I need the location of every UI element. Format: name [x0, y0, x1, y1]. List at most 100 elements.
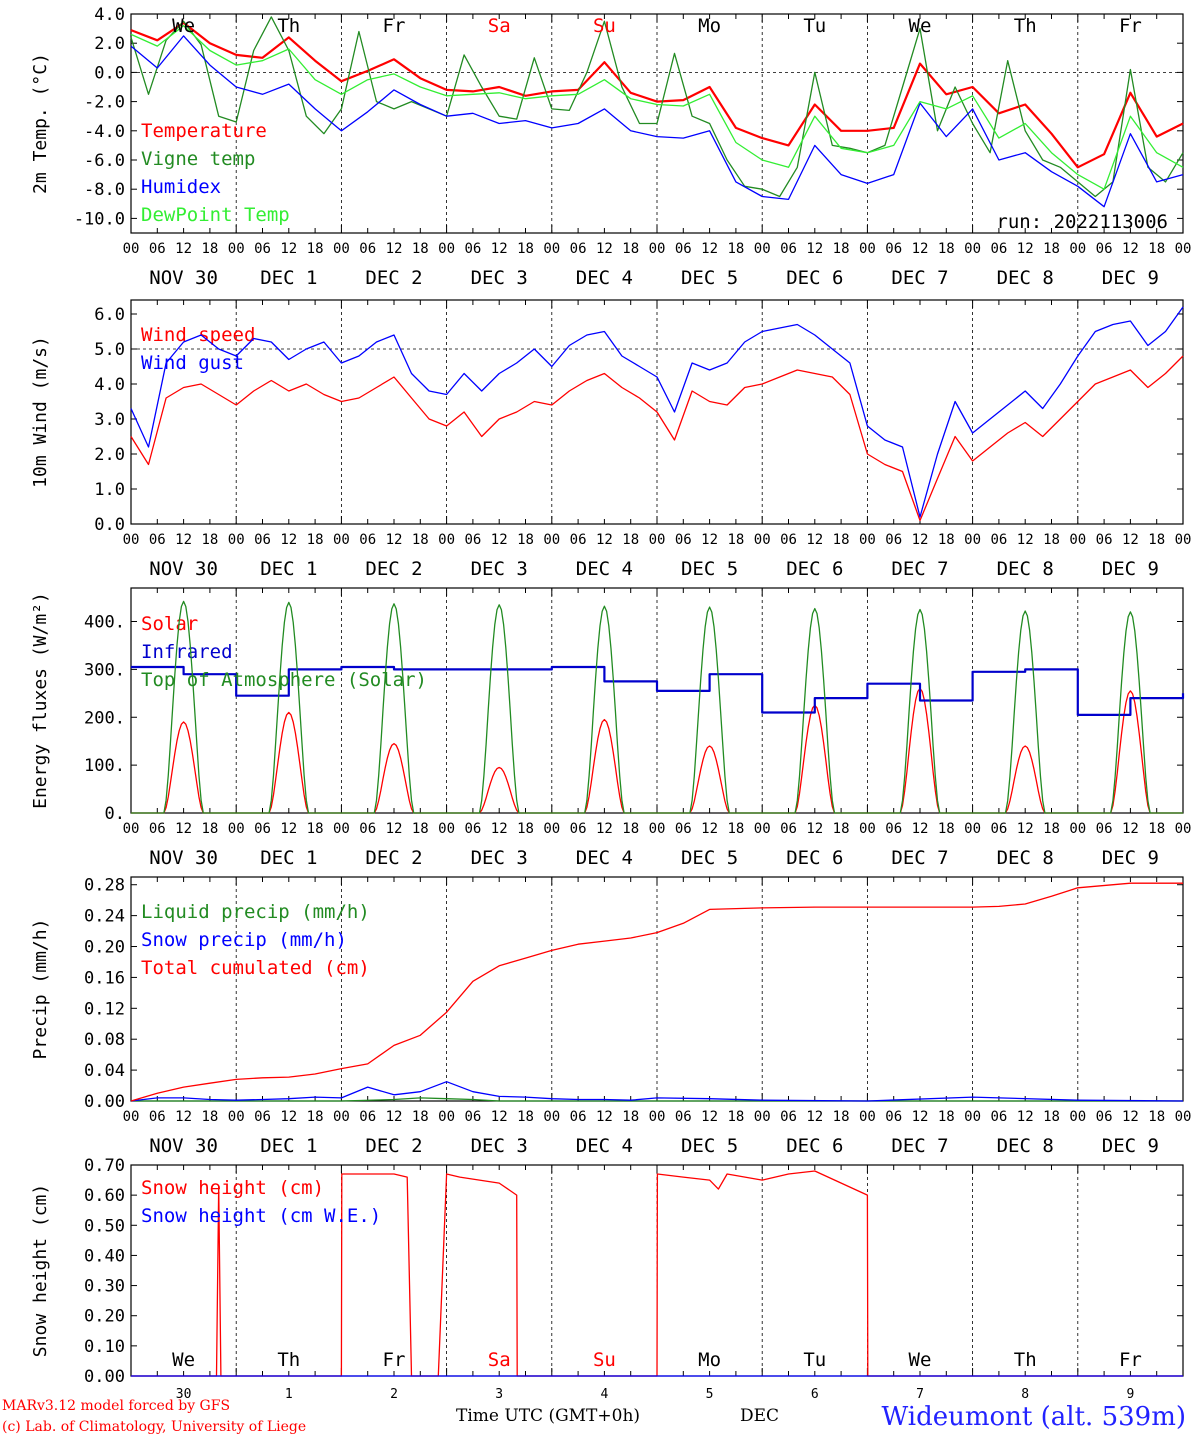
hour-tick-label: 00: [964, 532, 981, 548]
hour-tick-label: 06: [570, 821, 587, 837]
hour-tick-label: 06: [780, 532, 797, 548]
hour-tick-label: 00: [649, 241, 666, 257]
hour-tick-label: 06: [254, 532, 271, 548]
hour-tick-label: 18: [938, 821, 955, 837]
hour-tick-label: 18: [412, 1109, 429, 1125]
y-axis-label: Snow height (cm): [30, 1184, 51, 1357]
hour-tick-label: 12: [912, 532, 929, 548]
hour-tick-label: 18: [938, 1109, 955, 1125]
legend-entry: Top of Atmosphere (Solar): [141, 669, 427, 691]
day-label: DEC 8: [997, 1135, 1054, 1157]
hour-tick-label: 18: [833, 821, 850, 837]
site-label: Wideumont (alt. 539m): [881, 1402, 1186, 1432]
hour-tick-label: 06: [359, 532, 376, 548]
hour-tick-label: 00: [964, 1109, 981, 1125]
y-tick-label: 4.0: [94, 375, 125, 395]
hour-tick-label: 00: [754, 241, 771, 257]
weekday-label-bottom: Sa: [488, 1349, 511, 1371]
y-tick-label: 0.00: [84, 1367, 125, 1387]
hour-tick-label: 06: [1096, 241, 1113, 257]
legend-entry: Wind gust: [141, 352, 244, 374]
y-tick-label: -2.0: [84, 93, 125, 113]
hour-tick-label: 06: [254, 241, 271, 257]
legend-entry: Snow height (cm W.E.): [141, 1205, 381, 1227]
day-label: DEC 7: [891, 847, 948, 869]
hour-tick-label: 00: [1069, 821, 1086, 837]
lab-credit: (c) Lab. of Climatology, University of L…: [2, 1419, 307, 1435]
hour-tick-label: 00: [859, 532, 876, 548]
hour-tick-label: 18: [622, 821, 639, 837]
series-line: [131, 600, 1183, 814]
hour-tick-label: 18: [938, 532, 955, 548]
weekday-label-bottom: Th: [277, 1349, 300, 1371]
day-label: DEC 4: [576, 558, 633, 580]
hour-tick-label: 18: [622, 241, 639, 257]
hour-tick-label: 00: [333, 821, 350, 837]
hour-tick-label: 12: [806, 1109, 823, 1125]
hour-tick-label: 18: [1148, 821, 1165, 837]
series-line: [131, 665, 1185, 716]
hour-tick-label: 00: [123, 241, 140, 257]
hour-tick-label: 12: [280, 532, 297, 548]
hour-tick-label: 06: [780, 241, 797, 257]
hour-tick-label: 00: [649, 532, 666, 548]
weekday-label-bottom: Tu: [803, 1349, 826, 1371]
hour-tick-label: 06: [675, 532, 692, 548]
hour-tick-label: 06: [570, 532, 587, 548]
y-tick-label: 100.: [84, 756, 125, 776]
hour-tick-label: 12: [1017, 1109, 1034, 1125]
weekday-label-top: Sa: [488, 15, 511, 37]
y-tick-label: 0.60: [84, 1186, 125, 1206]
hour-tick-label: 06: [675, 821, 692, 837]
y-tick-label: 0.08: [84, 1030, 125, 1050]
hour-tick-label: 12: [1122, 241, 1139, 257]
y-tick-label: -8.0: [84, 180, 125, 200]
day-label: DEC 5: [681, 847, 738, 869]
hour-tick-label: 00: [438, 821, 455, 837]
bottom-day-number: 5: [706, 1387, 714, 1402]
weekday-label-bottom: Mo: [698, 1349, 721, 1371]
hour-tick-label: 06: [570, 241, 587, 257]
day-label: DEC 5: [681, 267, 738, 289]
hour-tick-label: 12: [701, 1109, 718, 1125]
legend-entry: Snow height (cm): [141, 1177, 324, 1199]
day-label: DEC 7: [891, 558, 948, 580]
weekday-label-bottom: Fr: [1119, 1349, 1142, 1371]
hour-tick-label: 06: [885, 241, 902, 257]
weekday-label-top: We: [172, 15, 195, 37]
hour-tick-label: 12: [1017, 821, 1034, 837]
series-line: [130, 25, 1184, 190]
hour-tick-label: 18: [517, 821, 534, 837]
y-tick-label: 0.24: [84, 907, 125, 927]
hour-tick-label: 12: [280, 241, 297, 257]
hour-tick-label: 06: [990, 1109, 1007, 1125]
hour-tick-label: 00: [543, 532, 560, 548]
day-label: DEC 8: [997, 267, 1054, 289]
day-label: DEC 1: [260, 558, 317, 580]
bottom-day-number: 6: [811, 1387, 819, 1402]
hour-tick-label: 06: [359, 821, 376, 837]
hour-tick-label: 06: [464, 1109, 481, 1125]
hour-tick-label: 18: [517, 1109, 534, 1125]
y-tick-label: 0.28: [84, 876, 125, 896]
hour-tick-label: 06: [149, 532, 166, 548]
hour-tick-label: 18: [201, 532, 218, 548]
y-tick-label: 0.12: [84, 999, 125, 1019]
day-label: DEC 9: [1102, 847, 1159, 869]
model-credit: MARv3.12 model forced by GFS: [2, 1398, 231, 1414]
legend-entry: DewPoint Temp: [141, 204, 290, 226]
hour-tick-label: 00: [859, 821, 876, 837]
hour-tick-label: 18: [307, 532, 324, 548]
hour-tick-label: 12: [386, 532, 403, 548]
hour-tick-label: 00: [438, 1109, 455, 1125]
day-label: DEC 3: [471, 267, 528, 289]
hour-tick-label: 12: [175, 532, 192, 548]
hour-tick-label: 06: [675, 1109, 692, 1125]
hour-tick-label: 00: [859, 1109, 876, 1125]
day-label: DEC 5: [681, 558, 738, 580]
hour-tick-label: 12: [701, 241, 718, 257]
hour-tick-label: 06: [990, 241, 1007, 257]
hour-tick-label: 12: [175, 241, 192, 257]
hour-tick-label: 12: [806, 532, 823, 548]
y-tick-label: 0.16: [84, 968, 125, 988]
